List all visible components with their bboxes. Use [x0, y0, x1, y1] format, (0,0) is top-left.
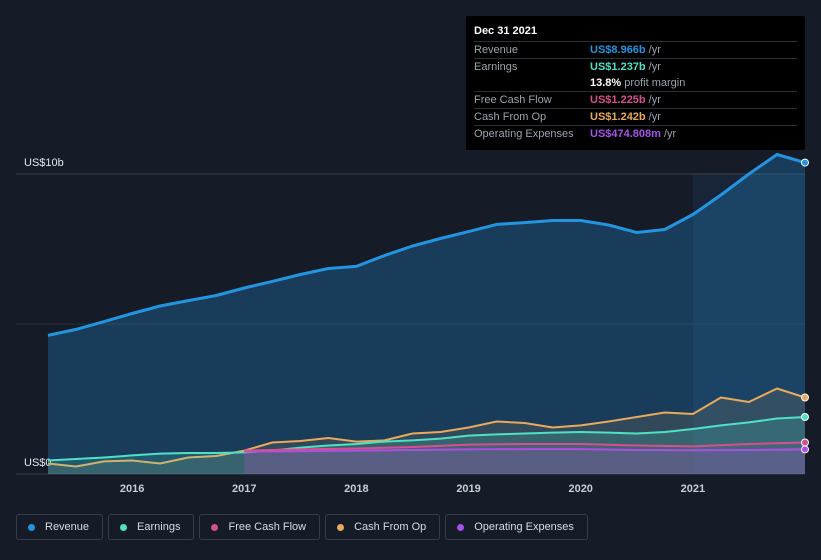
legend-label: Cash From Op: [354, 521, 427, 533]
tooltip-cfo-unit: /yr: [648, 111, 661, 123]
legend-item-cash-from-op[interactable]: Cash From Op: [325, 514, 441, 540]
legend-label: Revenue: [45, 521, 90, 533]
legend-label: Earnings: [137, 521, 181, 533]
tooltip-cfo-row: Cash From Op US$1.242b /yr: [474, 108, 797, 125]
tooltip-revenue-row: Revenue US$8.966b /yr: [474, 41, 797, 58]
tooltip-date: Dec 31 2021: [474, 25, 537, 37]
tooltip-earnings-label: Earnings: [474, 61, 518, 73]
legend-item-revenue[interactable]: Revenue: [16, 514, 104, 540]
line-free-cash-flow: [244, 441, 806, 452]
line-revenue: [47, 153, 806, 337]
area-operating-expenses: [244, 449, 806, 474]
tooltip-cfo-label: Cash From Op: [474, 111, 547, 123]
x-tick-label: 2016: [120, 483, 144, 495]
area-free-cash-flow: [244, 442, 806, 474]
tooltip-margin-row: 13.8% profit margin: [474, 75, 797, 91]
endpoint-free-cash-flow: [801, 438, 809, 447]
y-label-bottom: US$0: [24, 457, 52, 469]
tooltip-earnings-unit: /yr: [648, 61, 661, 73]
legend-label: Operating Expenses: [474, 521, 574, 533]
tooltip-fcf-label: Free Cash Flow: [474, 94, 552, 106]
earnings-dot-icon: [120, 523, 128, 531]
legend-item-free-cash-flow[interactable]: Free Cash Flow: [199, 514, 321, 540]
tooltip-margin-value: 13.8%: [590, 77, 622, 89]
x-tick-label: 2020: [568, 483, 592, 495]
x-tick-label: 2017: [232, 483, 256, 495]
tooltip-revenue-unit: /yr: [648, 44, 661, 56]
tooltip: Dec 31 2021 Revenue US$8.966b /yr Earnin…: [466, 16, 805, 150]
legend-item-operating-expenses[interactable]: Operating Expenses: [445, 514, 588, 540]
tooltip-earnings-row: Earnings US$1.237b /yr: [474, 58, 797, 75]
tooltip-fcf-unit: /yr: [648, 94, 661, 106]
tooltip-margin-label: profit margin: [624, 77, 686, 89]
tooltip-revenue-value: US$8.966b: [590, 44, 646, 56]
series-layer: [47, 153, 809, 474]
legend: Revenue Earnings Free Cash Flow Cash Fro…: [16, 514, 588, 540]
line-operating-expenses: [244, 448, 806, 453]
revenue-dot-icon: [28, 523, 35, 531]
x-tick-label: 2019: [456, 483, 480, 495]
tooltip-revenue-label: Revenue: [474, 44, 519, 56]
x-tick-label: 2021: [681, 483, 705, 495]
x-tick-label: 2018: [344, 483, 368, 495]
free-cash-flow-dot-icon: [211, 523, 219, 531]
tooltip-opex-value: US$474.808m: [590, 128, 661, 140]
operating-expenses-dot-icon: [457, 523, 465, 531]
endpoint-earnings: [801, 413, 809, 421]
tooltip-earnings-value: US$1.237b: [590, 61, 646, 73]
endpoint-cash-from-op: [801, 393, 809, 402]
area-revenue: [48, 154, 805, 474]
tooltip-opex-unit: /yr: [663, 128, 677, 140]
cash-from-op-dot-icon: [337, 523, 345, 531]
tooltip-cfo-value: US$1.242b: [590, 111, 646, 123]
tooltip-fcf-row: Free Cash Flow US$1.225b /yr: [474, 91, 797, 108]
legend-item-earnings[interactable]: Earnings: [108, 514, 195, 540]
tooltip-opex-label: Operating Expenses: [474, 128, 574, 140]
tooltip-fcf-value: US$1.225b: [590, 94, 646, 106]
line-cash-from-op: [47, 387, 806, 468]
legend-label: Free Cash Flow: [228, 521, 307, 533]
tooltip-opex-row: Operating Expenses US$474.808m /yr: [474, 125, 797, 142]
y-label-top: US$10b: [24, 157, 64, 169]
line-earnings: [47, 416, 806, 462]
x-axis-ticks: 2016 2017 2018 2019 2020 2021: [120, 483, 705, 495]
endpoint-revenue: [801, 158, 809, 167]
